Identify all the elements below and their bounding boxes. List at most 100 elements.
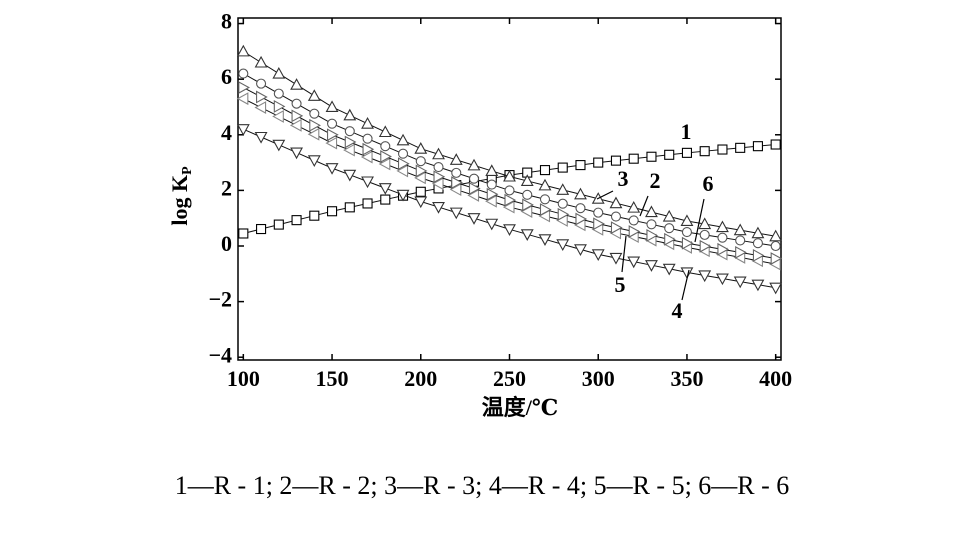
marker bbox=[236, 44, 250, 57]
marker bbox=[432, 202, 445, 214]
marker bbox=[396, 164, 409, 178]
marker bbox=[291, 109, 304, 123]
marker bbox=[397, 148, 409, 159]
marker bbox=[343, 143, 355, 157]
series-label: 2 bbox=[650, 168, 661, 193]
marker bbox=[256, 78, 267, 89]
marker bbox=[557, 207, 570, 221]
marker bbox=[289, 118, 302, 132]
marker bbox=[645, 260, 658, 272]
marker bbox=[504, 193, 517, 207]
marker bbox=[326, 206, 338, 217]
y-tick-label: 0 bbox=[221, 231, 232, 256]
marker bbox=[522, 198, 534, 212]
leader-line bbox=[639, 195, 649, 217]
marker bbox=[699, 239, 712, 253]
marker bbox=[272, 139, 286, 152]
marker bbox=[520, 174, 534, 186]
marker bbox=[325, 136, 338, 150]
marker bbox=[593, 157, 604, 168]
marker bbox=[752, 238, 763, 249]
marker bbox=[361, 176, 374, 189]
marker bbox=[769, 282, 783, 295]
y-axis-label-main: log K bbox=[167, 175, 192, 226]
marker bbox=[698, 217, 712, 230]
series-label: 1 bbox=[681, 119, 692, 144]
marker bbox=[254, 101, 267, 114]
marker bbox=[664, 149, 675, 160]
marker bbox=[699, 229, 710, 240]
marker bbox=[539, 165, 551, 176]
marker bbox=[557, 198, 568, 209]
marker bbox=[735, 235, 746, 246]
marker bbox=[307, 89, 321, 101]
marker bbox=[716, 220, 729, 233]
marker bbox=[415, 156, 426, 167]
y-tick-label: 6 bbox=[221, 64, 232, 89]
y-tick-label: 4 bbox=[221, 120, 232, 145]
marker bbox=[735, 245, 747, 259]
marker bbox=[236, 92, 249, 106]
marker bbox=[326, 128, 339, 142]
marker bbox=[309, 210, 320, 221]
marker bbox=[769, 229, 783, 242]
marker bbox=[272, 109, 284, 123]
x-tick-label: 150 bbox=[316, 366, 349, 391]
marker bbox=[467, 188, 480, 202]
marker bbox=[628, 153, 639, 164]
marker bbox=[325, 100, 339, 113]
marker bbox=[378, 125, 392, 138]
marker bbox=[362, 133, 373, 144]
marker bbox=[503, 224, 516, 236]
marker bbox=[591, 249, 605, 261]
marker bbox=[451, 167, 462, 178]
marker bbox=[752, 249, 765, 262]
series-label: 6 bbox=[703, 171, 714, 196]
marker bbox=[628, 225, 641, 238]
marker bbox=[325, 163, 339, 175]
marker bbox=[290, 78, 303, 90]
marker bbox=[716, 273, 729, 286]
marker bbox=[733, 223, 747, 236]
marker bbox=[291, 215, 302, 226]
marker bbox=[556, 239, 570, 251]
series-label: 3 bbox=[618, 166, 629, 191]
marker bbox=[735, 142, 746, 153]
marker bbox=[309, 118, 321, 132]
x-tick-label: 400 bbox=[759, 366, 792, 391]
marker bbox=[485, 164, 499, 176]
y-tick-label: 2 bbox=[221, 175, 232, 200]
x-tick-label: 200 bbox=[404, 366, 437, 391]
marker bbox=[698, 270, 712, 283]
marker bbox=[485, 194, 497, 208]
marker bbox=[307, 127, 320, 141]
marker bbox=[664, 223, 675, 234]
marker bbox=[344, 126, 355, 137]
x-tick-label: 100 bbox=[227, 366, 260, 391]
marker bbox=[396, 189, 410, 202]
marker bbox=[752, 141, 763, 152]
x-tick-label: 300 bbox=[582, 366, 615, 391]
marker bbox=[504, 185, 515, 196]
marker bbox=[380, 194, 391, 205]
marker bbox=[291, 98, 302, 109]
marker bbox=[380, 141, 391, 152]
marker bbox=[610, 155, 622, 166]
marker bbox=[609, 196, 623, 209]
marker bbox=[433, 161, 444, 173]
marker bbox=[539, 203, 552, 217]
x-tick-label: 250 bbox=[493, 366, 526, 391]
marker bbox=[414, 142, 428, 154]
marker bbox=[343, 169, 357, 182]
marker bbox=[646, 151, 657, 162]
marker bbox=[272, 66, 286, 79]
marker bbox=[680, 214, 694, 227]
marker bbox=[238, 228, 249, 239]
y-tick-label: −2 bbox=[208, 287, 232, 312]
marker bbox=[681, 236, 694, 250]
caption: 1—R - 1; 2—R - 2; 3—R - 3; 4—R - 4; 5—R … bbox=[175, 471, 790, 500]
marker bbox=[273, 99, 286, 113]
marker bbox=[699, 146, 710, 157]
series-label: 5 bbox=[615, 272, 626, 297]
